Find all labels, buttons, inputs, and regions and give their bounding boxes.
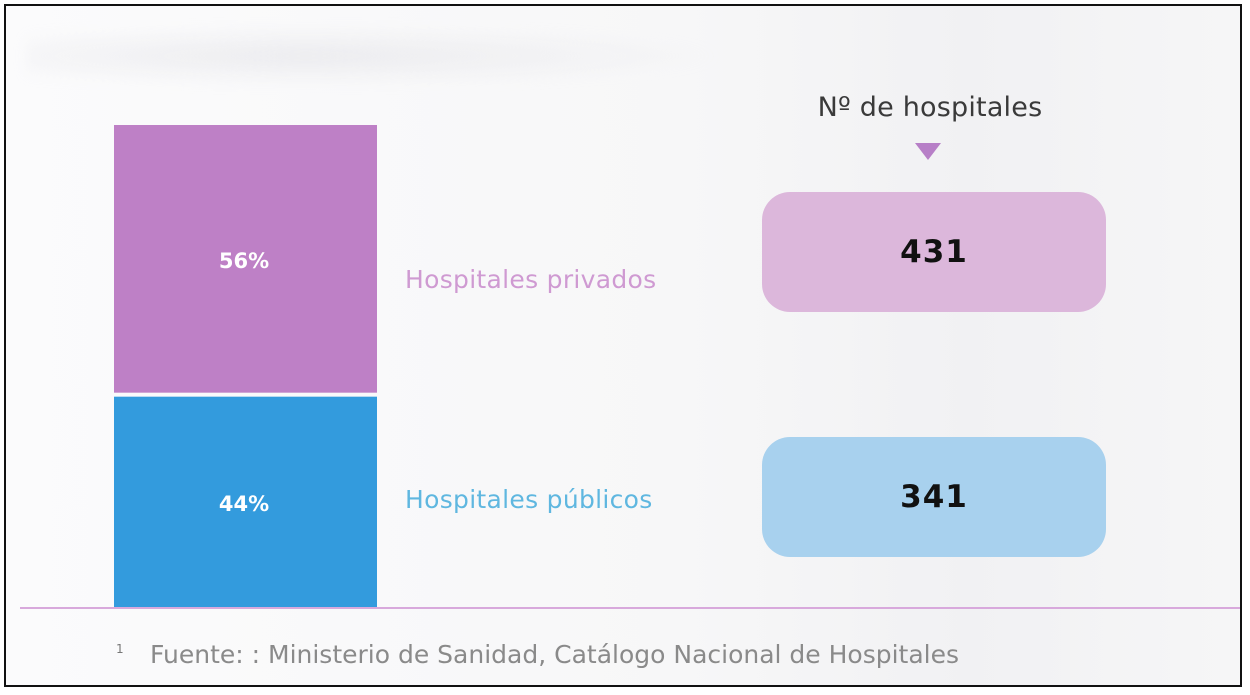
down-triangle-icon — [915, 143, 941, 160]
blurred-title-area — [26, 26, 726, 86]
bar-segment-publicos — [114, 396, 377, 607]
count-header: Nº de hospitales — [817, 92, 1043, 123]
bar-segment-privados — [114, 125, 377, 393]
count-box-privados: 431 — [762, 192, 1106, 312]
bar-percent-label: 44% — [219, 492, 269, 516]
bar-percent-label: 56% — [219, 249, 269, 273]
label-hospitales-privados: Hospitales privados — [405, 265, 657, 294]
label-hospitales-publicos: Hospitales públicos — [405, 485, 653, 514]
footnote-marker: 1 — [116, 642, 124, 656]
source-footnote: Fuente: : Ministerio de Sanidad, Catálog… — [150, 640, 960, 669]
count-box-publicos: 341 — [762, 437, 1106, 557]
